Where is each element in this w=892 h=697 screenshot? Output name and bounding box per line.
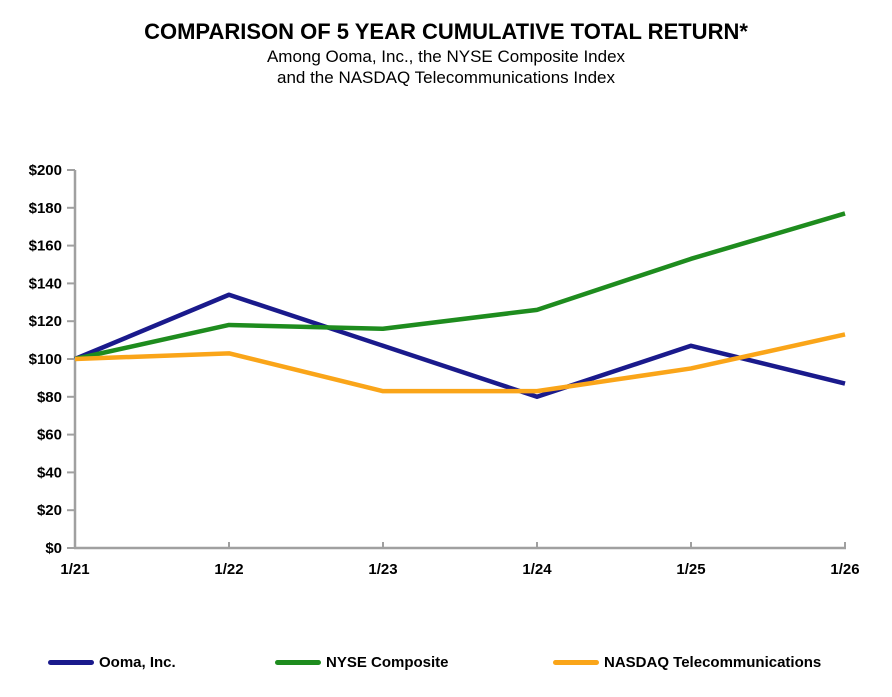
y-axis-tick-label: $40 — [37, 464, 62, 481]
x-axis-tick-label: 1/25 — [676, 561, 705, 578]
y-axis-tick-label: $80 — [37, 389, 62, 406]
y-axis-tick-label: $20 — [37, 502, 62, 519]
x-axis-tick-label: 1/22 — [214, 561, 243, 578]
x-axis-tick-label: 1/24 — [522, 561, 552, 578]
legend-swatch-nasdaq-telecommunications — [553, 659, 599, 665]
legend-item-nasdaq-telecommunications: NASDAQ Telecommunications — [553, 652, 821, 672]
y-axis-tick-label: $0 — [45, 540, 62, 557]
legend-label-nyse-composite: NYSE Composite — [326, 653, 449, 671]
series-line-1 — [74, 211, 846, 362]
y-axis-tick-label: $120 — [29, 313, 62, 330]
chart-title: COMPARISON OF 5 YEAR CUMULATIVE TOTAL RE… — [144, 19, 748, 44]
y-axis-tick-label: $160 — [29, 238, 62, 255]
chart-subtitle-line-1: Among Ooma, Inc., the NYSE Composite Ind… — [266, 47, 626, 66]
y-axis-tick-label: $140 — [29, 275, 62, 292]
legend-item-ooma: Ooma, Inc. — [48, 652, 176, 672]
chart-subtitle-line-2: and the NASDAQ Telecommunications Index — [277, 68, 615, 87]
y-axis-tick-label: $100 — [29, 351, 62, 368]
legend-label-ooma: Ooma, Inc. — [99, 653, 176, 671]
x-axis-tick-label: 1/21 — [60, 561, 89, 578]
y-axis-tick-label: $60 — [37, 427, 62, 444]
legend-swatch-ooma — [48, 659, 94, 665]
legend-item-nyse-composite: NYSE Composite — [275, 652, 449, 672]
legend-label-nasdaq-telecommunications: NASDAQ Telecommunications — [604, 653, 822, 671]
chart-legend: Ooma, Inc. NYSE Composite NASDAQ Telecom… — [0, 652, 892, 672]
line-chart-plot-area: $0 $20 $40 $60 $80 $100 $120 $140 $160 $180 $200 1/… — [29, 162, 860, 578]
x-axis-tick-label: 1/23 — [368, 561, 397, 578]
y-axis-tick-label: $180 — [29, 200, 62, 217]
series-line-2 — [74, 332, 846, 394]
legend-swatch-nyse-composite — [275, 659, 321, 665]
y-axis-tick-label: $200 — [29, 162, 62, 179]
series-line-0 — [74, 292, 846, 400]
x-axis-tick-label: 1/26 — [830, 561, 859, 578]
